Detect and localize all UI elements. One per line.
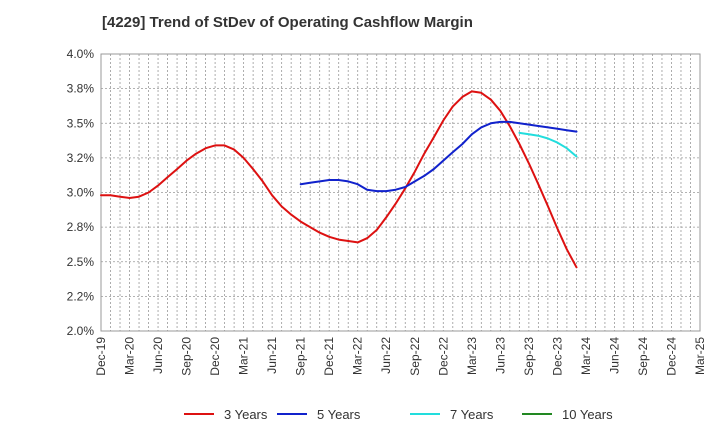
y-tick-label: 4.0% [67, 47, 95, 61]
y-tick-label: 2.8% [67, 220, 95, 234]
x-tick-label: Mar-23 [465, 337, 479, 375]
y-tick-label: 3.8% [67, 82, 95, 96]
legend-label: 5 Years [317, 407, 361, 422]
y-tick-label: 2.2% [67, 289, 95, 303]
axis-labels: 2.0% 2.2% 2.5% 2.8% 3.0% 3.2% 3.5% 3.8% 4.0% Dec-… [67, 47, 707, 376]
chart-title: [4229] Trend of StDev of Operating Cashf… [102, 14, 473, 31]
x-tick-label: Dec-22 [436, 337, 450, 376]
x-tick-label: Sep-20 [180, 337, 194, 376]
series-line-7-years [518, 131, 578, 158]
series-layer [100, 90, 578, 269]
legend-label: 10 Years [562, 407, 613, 422]
x-tick-label: Dec-20 [208, 337, 222, 376]
x-tick-label: Jun-20 [151, 337, 165, 374]
x-tick-label: Mar-24 [579, 337, 593, 375]
y-tick-label: 3.0% [67, 186, 95, 200]
plot-area [100, 53, 701, 332]
x-tick-label: Sep-21 [294, 337, 308, 376]
x-tick-label: Jun-24 [607, 337, 621, 374]
x-tick-label: Jun-23 [493, 337, 507, 374]
x-tick-label: Mar-25 [693, 337, 707, 375]
y-tick-label: 2.5% [67, 255, 95, 269]
x-tick-label: Dec-19 [94, 337, 108, 376]
x-tick-label: Jun-22 [379, 337, 393, 374]
x-tick-label: Dec-24 [664, 337, 678, 376]
x-tick-label: Jun-21 [265, 337, 279, 374]
x-tick-label: Mar-20 [123, 337, 137, 375]
y-tick-label: 2.0% [67, 324, 95, 338]
x-tick-label: Sep-24 [636, 337, 650, 376]
plot-background [101, 54, 700, 331]
series-line-3-years [100, 90, 578, 269]
x-tick-label: Mar-22 [351, 337, 365, 375]
series-line-5-years [299, 120, 578, 193]
legend: 3 Years 5 Years 7 Years 10 Years [184, 407, 613, 422]
legend-label: 7 Years [450, 407, 494, 422]
x-tick-label: Dec-23 [550, 337, 564, 376]
x-tick-label: Sep-22 [408, 337, 422, 376]
y-tick-label: 3.2% [67, 151, 95, 165]
legend-label: 3 Years [224, 407, 268, 422]
y-tick-label: 3.5% [67, 116, 95, 130]
x-tick-label: Sep-23 [522, 337, 536, 376]
x-tick-label: Mar-21 [237, 337, 251, 375]
x-tick-label: Dec-21 [322, 337, 336, 376]
